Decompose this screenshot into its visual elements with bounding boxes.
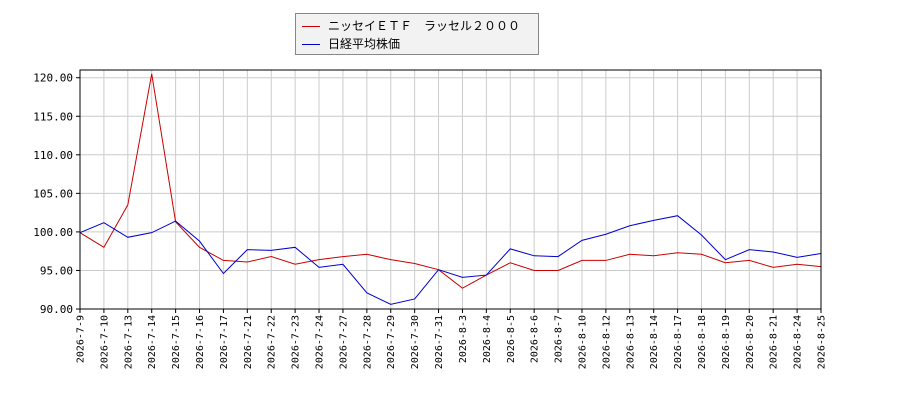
x-tick-label: 2026-7-27 — [338, 315, 349, 369]
x-tick-label: 2026-8-7 — [554, 315, 565, 363]
x-tick-label: 2026-7-13 — [123, 315, 134, 369]
x-tick-label: 2026-8-4 — [482, 315, 493, 363]
legend-label-nikkei: 日経平均株価 — [328, 37, 401, 51]
chart-legend: ニッセイＥＴＦ ラッセル２０００ 日経平均株価 — [295, 13, 539, 55]
x-axis: 2026-7-9 2026-7-10 2026-7-13 2026-7-14 2026-… — [76, 309, 828, 369]
x-tick-label: 2026-8-12 — [601, 315, 612, 369]
x-tick-label: 2026-7-28 — [362, 315, 373, 369]
legend-swatch-blue — [302, 44, 320, 45]
series-line-0 — [79, 73, 822, 289]
x-tick-label: 2026-7-31 — [434, 315, 445, 369]
x-tick-label: 2026-8-5 — [506, 315, 517, 363]
x-tick-label: 2026-7-15 — [171, 315, 182, 369]
x-tick-label: 2026-7-14 — [147, 315, 158, 369]
y-tick-label: 120.00 — [33, 72, 73, 85]
x-tick-label: 2026-8-3 — [458, 315, 469, 363]
x-tick-label: 2026-8-21 — [769, 315, 780, 369]
plot-area — [80, 70, 821, 309]
x-tick-label: 2026-7-29 — [386, 315, 397, 369]
x-tick-label: 2026-7-9 — [76, 315, 87, 363]
x-tick-label: 2026-7-21 — [243, 315, 254, 369]
x-tick-label: 2026-8-18 — [697, 315, 708, 369]
plot-frame — [79, 69, 822, 310]
y-axis: 90.00 95.00 100.00 105.00 110.00 115.00 120.00 — [33, 72, 80, 316]
x-tick-label: 2026-7-23 — [291, 315, 302, 369]
legend-label-russell: ニッセイＥＴＦ ラッセル２０００ — [328, 19, 521, 33]
x-tick-label: 2026-8-10 — [577, 315, 588, 369]
series-line-1 — [79, 215, 822, 305]
x-tick-label: 2026-8-24 — [793, 315, 804, 369]
x-tick-label: 2026-8-17 — [673, 315, 684, 369]
x-tick-label: 2026-8-25 — [817, 315, 828, 369]
x-tick-label: 2026-7-10 — [99, 315, 110, 369]
y-tick-label: 95.00 — [40, 264, 73, 277]
series-lines — [79, 73, 822, 305]
x-tick-label: 2026-7-24 — [315, 315, 326, 369]
x-tick-label: 2026-7-22 — [267, 315, 278, 369]
y-tick-label: 110.00 — [33, 149, 73, 162]
x-tick-label: 2026-8-13 — [625, 315, 636, 369]
y-tick-label: 100.00 — [33, 226, 73, 239]
y-tick-label: 115.00 — [33, 110, 73, 123]
x-tick-label: 2026-8-20 — [745, 315, 756, 369]
y-tick-label: 90.00 — [40, 303, 73, 316]
x-tick-label: 2026-8-19 — [721, 315, 732, 369]
x-tick-label: 2026-7-16 — [195, 315, 206, 369]
x-tick-label: 2026-7-17 — [219, 315, 230, 369]
y-tick-label: 105.00 — [33, 187, 73, 200]
x-tick-label: 2026-7-30 — [410, 315, 421, 369]
gridlines — [79, 70, 822, 310]
legend-swatch-red — [302, 26, 320, 27]
x-tick-label: 2026-8-14 — [649, 315, 660, 369]
x-tick-label: 2026-8-6 — [530, 315, 541, 363]
